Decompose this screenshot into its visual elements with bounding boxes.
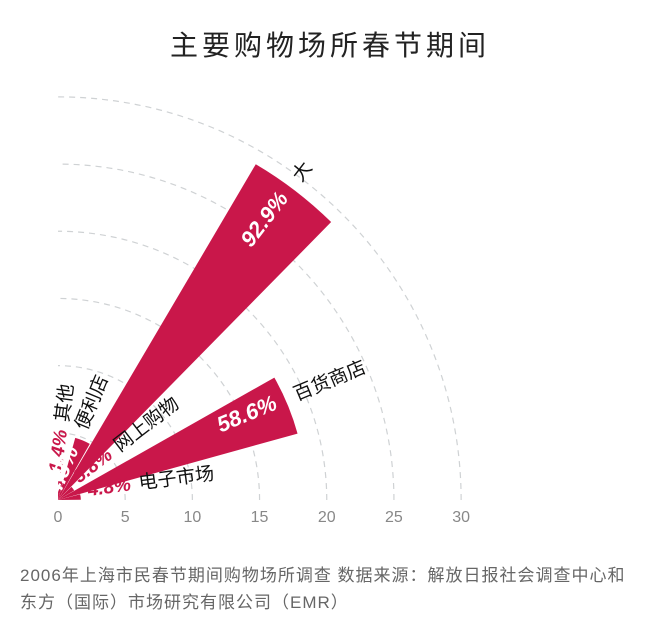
axis-tick-label: 0: [54, 509, 63, 526]
axis-tick-label: 10: [183, 509, 201, 526]
axis-tick-label: 15: [251, 509, 269, 526]
polar-bar-chart: 0510152025301.4%其他14.8%便利店92.9%大型超市3.8%网…: [20, 60, 660, 560]
caption: 2006年上海市民春节期间购物场所调查 数据来源：解放日报社会调查中心和东方（国…: [20, 563, 640, 616]
axis-tick-label: 25: [385, 509, 403, 526]
axis-tick-label: 5: [121, 509, 130, 526]
chart-title: 主要购物场所春节期间: [0, 0, 660, 64]
wedge-category: 大型超市: [20, 60, 317, 186]
wedge-category: 百货商店: [291, 356, 369, 405]
axis-tick-label: 20: [318, 509, 336, 526]
axis-tick-label: 30: [452, 509, 470, 526]
